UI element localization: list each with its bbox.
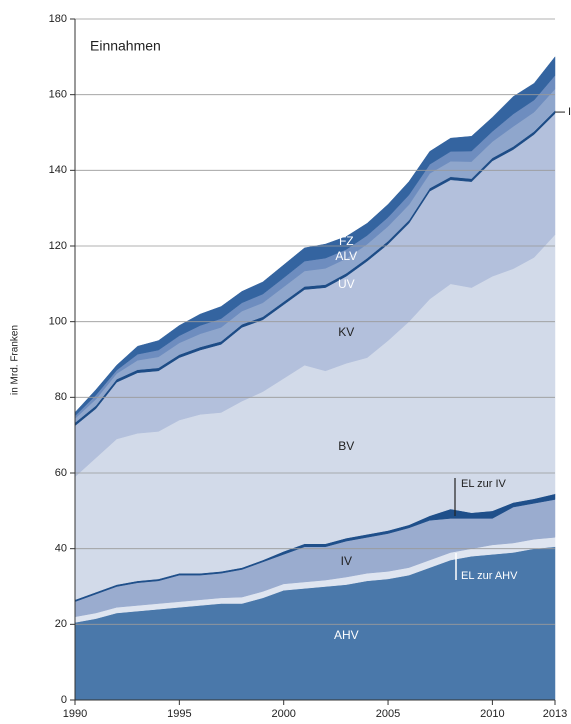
y-tick-label: 100 (49, 316, 67, 328)
y-tick-label: 160 (49, 89, 67, 101)
area (74, 56, 556, 417)
series-label: I (568, 106, 571, 118)
series-label: ALV (335, 249, 357, 263)
series-label: FZ (339, 234, 354, 248)
chart-title: Einnahmen (90, 38, 161, 54)
y-tick-label: 180 (49, 13, 67, 25)
x-tick-label: 1995 (167, 708, 191, 720)
x-tick-label: 2013 (543, 708, 567, 720)
series-label: BV (338, 439, 354, 453)
y-tick-label: 40 (55, 543, 67, 555)
areas (74, 56, 556, 701)
x-tick-label: 2000 (271, 708, 295, 720)
series-label: IV (341, 554, 352, 568)
y-tick-label: 60 (55, 467, 67, 479)
x-tick-label: 2010 (480, 708, 504, 720)
series-label: EL zur AHV (461, 570, 518, 582)
y-tick-label: 120 (49, 240, 67, 252)
series-label: KV (338, 325, 354, 339)
y-tick-label: 20 (55, 618, 67, 630)
series-label: AHV (334, 628, 359, 642)
x-tick-label: 1990 (63, 708, 87, 720)
series-label: EL zur IV (461, 478, 506, 490)
series-label: UV (338, 277, 355, 291)
x-tick-label: 2005 (376, 708, 400, 720)
y-tick-label: 140 (49, 164, 67, 176)
y-axis-label: in Mrd. Franken (10, 325, 21, 395)
y-tick-label: 0 (61, 694, 67, 706)
y-tick-label: 80 (55, 391, 67, 403)
